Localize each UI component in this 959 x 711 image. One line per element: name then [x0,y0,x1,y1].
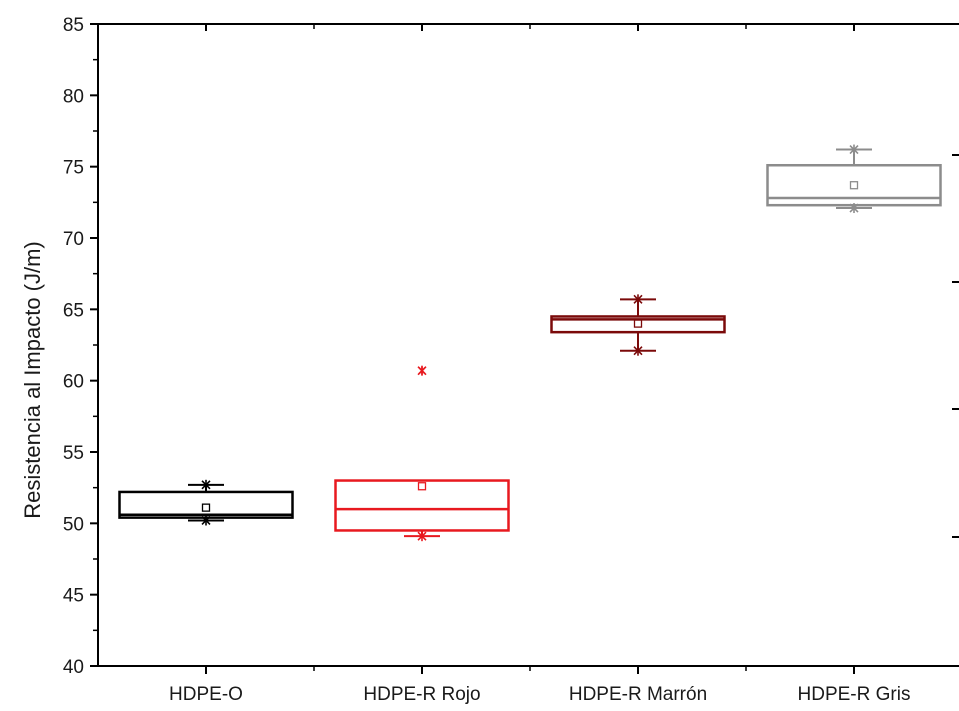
y-axis-title: Resistencia al Impacto (J/m) [20,241,45,519]
box-hdpe-o [118,479,294,526]
y-tick-label: 65 [63,300,84,321]
min-marker [849,203,859,214]
min-marker [417,531,427,542]
box-hdpe-r-gris [766,144,942,214]
min-marker [201,515,211,526]
y-tick-label: 50 [63,514,84,535]
y-tick-label: 75 [63,158,84,179]
y-tick-label: 45 [63,586,84,607]
mean-marker [849,181,859,190]
outlier-marker [418,366,426,375]
x-tick-label: HDPE-R Marrón [569,684,707,705]
max-marker [849,144,859,155]
y-tick-label: 55 [63,443,84,464]
y-tick-label: 70 [63,229,84,250]
y-tick-label: 60 [63,372,84,393]
y-tick-label: 80 [63,86,84,107]
y-tick-label: 40 [63,657,84,678]
max-marker [201,479,211,490]
mean-marker [633,319,643,328]
box-series [118,144,942,542]
min-marker [633,345,643,356]
box-hdpe-r-marr-n [550,294,726,356]
x-tick-label: HDPE-R Rojo [363,684,480,705]
x-tick-label: HDPE-R Gris [798,684,911,705]
y-tick-label: 85 [63,15,84,36]
axes: 40 45 50 55 60 65 70 75 80 85 HDPE-O HDPE-R Rojo HDP… [63,15,959,705]
mean-marker [201,503,211,512]
mean-marker [417,482,427,491]
x-tick-label: HDPE-O [169,684,243,705]
max-marker [633,294,643,305]
box-hdpe-r-rojo [334,365,510,542]
